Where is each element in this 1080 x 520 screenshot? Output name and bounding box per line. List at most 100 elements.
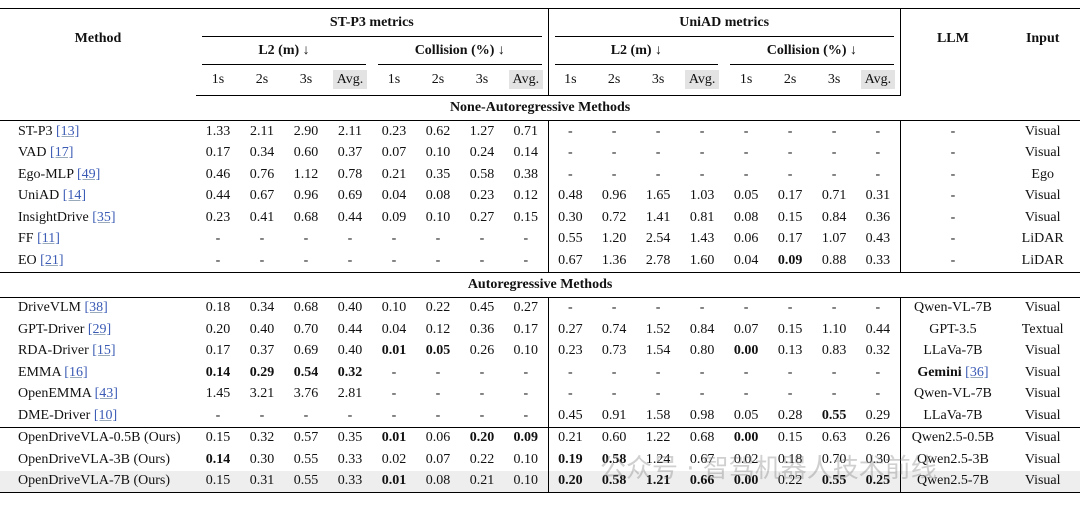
value: 0.98 [689, 407, 715, 423]
input-type: Visual [1024, 209, 1061, 225]
value: 2.54 [645, 231, 671, 247]
value-cell: - [592, 164, 636, 186]
value: - [303, 252, 309, 268]
group-title: UniAD metrics [554, 10, 894, 37]
value: - [523, 386, 529, 402]
value: 0.83 [821, 343, 847, 359]
value: 0.20 [469, 430, 495, 446]
value-cell: 1.54 [636, 341, 680, 363]
column-header: Avg. [504, 65, 549, 96]
value-cell: 0.14 [196, 449, 240, 471]
value-cell: - [592, 121, 636, 143]
value-cell: 0.68 [284, 207, 328, 229]
value: 0.34 [249, 300, 275, 316]
value-cell: 0.28 [768, 405, 812, 427]
value-cell: 0.68 [284, 297, 328, 319]
value: 0.21 [558, 430, 583, 446]
value: - [215, 231, 221, 247]
value: - [435, 231, 441, 247]
value-cell: 0.55 [812, 405, 856, 427]
value-cell: 0.48 [547, 185, 593, 207]
value: 0.67 [249, 188, 275, 204]
value: 0.70 [821, 451, 847, 467]
value-cell: - [812, 384, 856, 406]
value-cell: - [416, 229, 460, 251]
value: - [699, 145, 705, 161]
value: 0.44 [205, 188, 231, 204]
value: 0.02 [381, 451, 407, 467]
column-header: 3s [636, 65, 681, 96]
input-cell: Visual [1005, 449, 1080, 471]
column-label: 3s [651, 72, 665, 87]
value-cell: - [460, 250, 504, 272]
value: 0.36 [865, 209, 891, 225]
method-cell: OpenEMMA [43] [0, 384, 196, 406]
value: 0.15 [205, 430, 231, 446]
subgroup-header: Collision (%) ↓ [372, 37, 548, 65]
column-label: 1s [211, 72, 225, 87]
value: - [787, 364, 793, 380]
value: 0.40 [337, 343, 363, 359]
value: 0.55 [821, 473, 847, 489]
input-cell: Ego [1005, 164, 1080, 186]
value: 2.81 [337, 386, 363, 402]
value-cell: 0.44 [856, 319, 900, 341]
column-header: 2s [592, 65, 637, 96]
llm-name: Qwen2.5-3B [916, 451, 989, 467]
column-header: 1s [724, 65, 769, 96]
value-cell: 0.37 [328, 143, 372, 165]
value-cell: 0.25 [856, 470, 901, 493]
value: 0.55 [293, 473, 319, 489]
value: 0.29 [249, 364, 275, 380]
value-cell: 0.09 [768, 250, 812, 272]
value-cell: - [680, 362, 724, 384]
method-name: ST-P3 [18, 123, 53, 139]
value: 0.15 [513, 209, 539, 225]
column-header: Avg. [328, 65, 372, 96]
value: 0.14 [513, 145, 539, 161]
value: 0.33 [865, 252, 891, 268]
value-cell: - [680, 164, 724, 186]
llm-name: Gemini [917, 364, 962, 380]
value-cell: 0.40 [240, 319, 284, 341]
value-cell: 1.45 [196, 384, 240, 406]
value-cell: 0.40 [328, 341, 372, 363]
column-header: 2s [416, 65, 460, 96]
header-text: Input [1025, 31, 1060, 46]
value: 0.31 [249, 473, 275, 489]
table-row: VAD [17] 0.17 0.34 0.60 0.37 0.07 0.10 0.24 0.14… [0, 142, 1080, 165]
value: 0.69 [293, 343, 319, 359]
value-cell: 1.12 [284, 164, 328, 186]
column-header: 3s [460, 65, 504, 96]
value-cell: 0.12 [504, 186, 548, 208]
value: 1.54 [645, 343, 671, 359]
value-cell: - [504, 384, 548, 406]
method-name: DME-Driver [18, 407, 91, 423]
value-cell: 0.31 [240, 470, 284, 493]
value: - [875, 386, 881, 402]
value: 0.14 [205, 364, 231, 380]
column-label: 1s [387, 72, 401, 87]
value-cell: 0.02 [372, 449, 416, 471]
value-cell: 0.29 [856, 405, 900, 427]
value: - [391, 252, 397, 268]
value: - [743, 300, 749, 316]
column-label: 2s [607, 72, 621, 87]
value: 0.30 [558, 209, 583, 225]
method-cell: VAD [17] [0, 143, 196, 165]
llm-cell: - [899, 228, 1006, 250]
column-header: 2s [768, 65, 813, 96]
value: 0.13 [777, 343, 803, 359]
input-type: LiDAR [1021, 252, 1064, 268]
llm-cell: LLaVa-7B [899, 340, 1006, 362]
value-cell: 0.07 [372, 143, 416, 165]
method-name: VAD [18, 145, 47, 161]
value-cell: 0.68 [680, 426, 725, 449]
method-name: RDA-Driver [18, 343, 89, 359]
value: 0.71 [821, 188, 847, 204]
value-cell: - [504, 362, 548, 384]
value-cell: 0.26 [460, 341, 504, 363]
value-cell: 1.41 [636, 207, 680, 229]
value-cell: - [636, 164, 680, 186]
